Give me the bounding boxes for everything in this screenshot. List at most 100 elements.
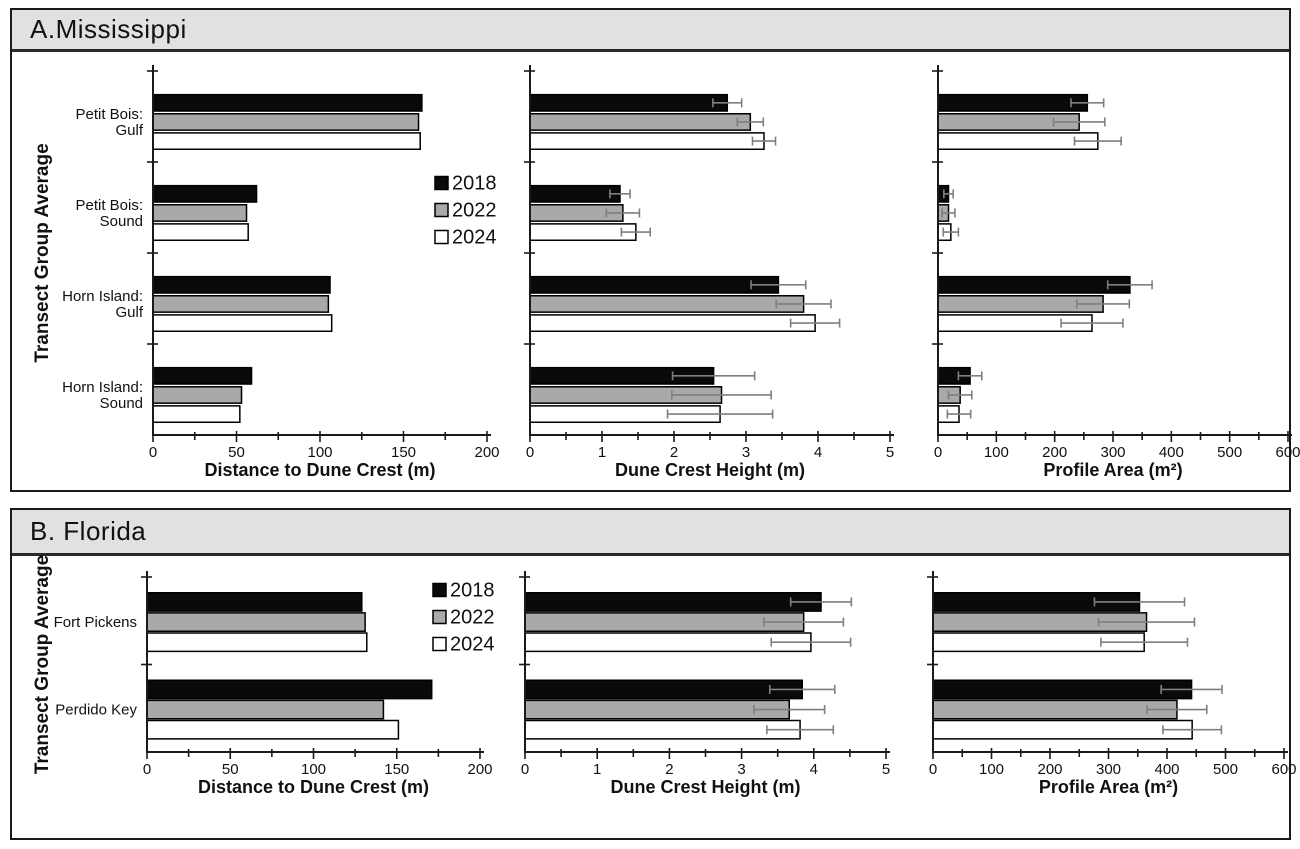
category-label: Petit Bois: [75,106,143,123]
bar-2022 [146,699,385,720]
error-bar-2024 [1073,136,1122,146]
x-axis-title: Dune Crest Height (m) [615,460,805,480]
error-bar-2024 [766,725,835,735]
legend-label-2022: 2022 [452,200,497,222]
chart-A-1: 0 50 100 150 200 Distance to Dune Crest (m) Pe… [32,65,500,480]
y-axis-title: Transect Group Average [32,555,53,774]
x-tick-label: 600 [1271,761,1296,778]
x-tick-label: 3 [737,761,745,778]
panel-mississippi: A.Mississippi 0 50 100 150 200 Distance to Du… [10,8,1300,492]
bar-2018 [152,93,423,112]
error-bar-2022 [605,208,641,218]
bar-2022 [529,295,805,313]
panel-florida: B. Florida 0 50 100 150 200 Distance to Dune … [10,508,1297,840]
bar-2018 [524,592,822,612]
bar-2022 [932,699,1178,720]
x-tick-label: 0 [149,444,157,461]
chart-B-1: 0 50 100 150 200 Distance to Dune Crest (m) Fo… [32,555,495,797]
bar-2018 [152,184,258,203]
chart-A-2: 0 1 2 3 4 5 Dune Crest Height (m) [524,65,894,480]
bar-2024 [146,632,368,653]
x-tick-label: 4 [814,444,822,461]
chart-B-3: 0 100 200 300 400 500 600 Profile Area (m²) [927,571,1297,797]
category-label: Sound [100,213,143,230]
error-bar-2022 [947,390,973,400]
error-bar-2022 [763,617,845,627]
x-axis-title: Distance to Dune Crest (m) [204,460,435,480]
panel-mississippi-title: A.Mississippi [30,14,187,44]
x-tick-label: 200 [474,444,499,461]
bar-2018 [937,275,1131,294]
legend-label-2024: 2024 [452,227,497,249]
x-tick-label: 150 [384,761,409,778]
x-tick-label: 400 [1159,444,1184,461]
x-tick-label: 2 [665,761,673,778]
legend-label-2024: 2024 [450,634,495,656]
error-bar-2024 [751,136,777,146]
error-bar-2024 [789,318,841,328]
x-tick-label: 1 [593,761,601,778]
bar-2022 [146,612,366,632]
error-bar-2022 [1146,705,1208,715]
bar-2024 [152,132,421,151]
bar-2022 [524,699,791,720]
bar-2024 [524,719,801,740]
legend-label-2022: 2022 [450,607,495,629]
error-bar-2018 [768,684,836,694]
bar-2024 [152,314,333,333]
error-bar-2022 [671,390,773,400]
bar-2024 [152,223,249,242]
x-tick-label: 0 [521,761,529,778]
bar-2022 [152,295,330,313]
error-bar-2018 [712,98,743,108]
x-tick-label: 5 [882,761,890,778]
bar-2024 [152,405,241,424]
legend-swatch-2022 [432,609,447,625]
bar-2024 [932,719,1193,740]
panel-florida-charts: 0 50 100 150 200 Distance to Dune Crest (m) Fo… [12,555,1297,837]
legend-swatch-2024 [432,636,447,652]
error-bar-2024 [666,409,774,419]
panel-florida-header: B. Florida [12,510,1289,556]
x-tick-label: 300 [1096,761,1121,778]
chart-B-2: 0 1 2 3 4 5 Dune Crest Height (m) [519,571,890,797]
bar-2024 [529,223,637,242]
error-bar-2024 [946,409,972,419]
bar-2024 [524,632,812,653]
x-tick-label: 200 [1037,761,1062,778]
x-tick-label: 0 [929,761,937,778]
x-tick-label: 200 [467,761,492,778]
category-label: Horn Island: [62,288,143,305]
chart-A-3: 0 100 200 300 400 500 600 Profile Area (m²) [932,65,1300,480]
bar-2018 [529,184,621,203]
bar-2024 [529,314,816,333]
legend: 2018 2022 2024 [434,173,497,249]
legend: 2018 2022 2024 [432,580,495,656]
category-label: Horn Island: [62,379,143,396]
x-tick-label: 100 [301,761,326,778]
bar-2018 [152,366,253,385]
bar-2022 [152,113,420,131]
error-bar-2024 [1100,637,1189,647]
error-bar-2024 [770,637,852,647]
x-tick-label: 0 [526,444,534,461]
x-tick-label: 400 [1154,761,1179,778]
bar-2022 [152,204,248,222]
x-tick-label: 150 [391,444,416,461]
error-bar-2022 [941,208,956,218]
category-label: Fort Pickens [54,614,137,631]
x-tick-label: 0 [143,761,151,778]
category-label: Sound [100,395,143,412]
bar-2018 [146,592,363,612]
error-bar-2022 [1076,299,1131,309]
x-tick-label: 200 [1042,444,1067,461]
bar-2018 [152,275,331,294]
x-tick-label: 0 [934,444,942,461]
bar-2018 [932,679,1193,700]
x-tick-label: 4 [810,761,818,778]
y-axis-title: Transect Group Average [32,143,53,362]
x-axis-title: Profile Area (m²) [1039,777,1178,797]
error-bar-2022 [775,299,832,309]
category-label: Gulf [115,122,143,139]
